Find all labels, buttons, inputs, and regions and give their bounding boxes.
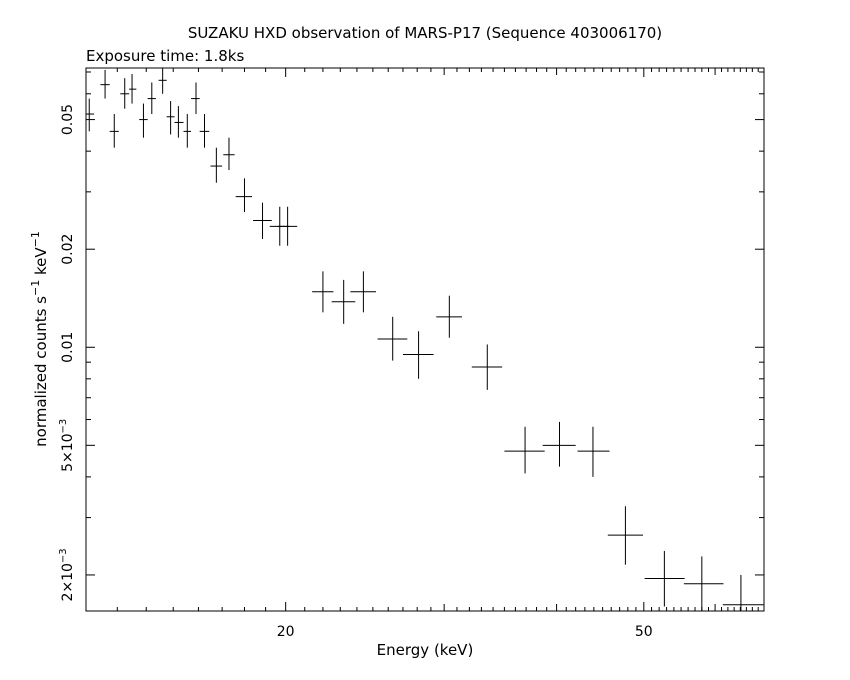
chart-title: SUZAKU HXD observation of MARS-P17 (Sequ… [188,24,662,42]
data-point [577,426,610,477]
y-tick-label: 5×10−3 [58,419,76,472]
data-point [100,69,110,99]
data-point [436,295,462,338]
y-tick-label: 2×10−3 [58,548,76,601]
data-point [644,550,685,607]
data-point [542,421,576,467]
y-axis-label-exp2: −1 [29,231,42,247]
data-point [109,114,119,148]
data-point [277,206,298,246]
y-tick-label-base: 2×10 [60,563,76,601]
chart-subtitle: Exposure time: 1.8ks [86,47,244,65]
x-axis-label: Energy (keV) [377,641,474,659]
data-point [191,82,200,115]
x-axis-ticks: 20 50 [85,68,765,640]
data-point [210,147,223,183]
data-point [402,331,434,379]
plot-frame [85,67,765,612]
data-point [504,426,545,474]
data-point [174,106,184,138]
data-point [183,114,192,148]
data-point [312,271,334,313]
y-axis-label-base: normalized counts s [32,296,50,447]
data-point [253,202,272,239]
data-point [607,506,644,565]
data-point [235,178,253,213]
data-point [471,344,503,390]
y-axis-ticks: 0.050.020.015×10−32×10−3 [58,71,764,602]
data-point [223,137,235,171]
x-tick-label: 20 [277,624,295,640]
data-points [86,68,764,611]
data-point [129,74,137,104]
y-tick-label-base: 5×10 [60,433,76,471]
data-point [377,316,408,361]
y-tick-label: 0.05 [60,104,76,135]
data-point [683,556,724,611]
data-point [139,103,148,138]
data-point [158,68,167,94]
y-tick-label-exp: −3 [58,548,69,563]
y-axis-label-mid: keV [32,247,50,280]
y-tick-label: 0.02 [60,234,76,265]
data-point [86,98,95,132]
data-point [722,574,764,611]
y-tick-label: 0.01 [60,332,76,363]
data-point [147,82,156,115]
data-point [350,271,376,313]
data-point [199,114,210,148]
y-axis-label: normalized counts s−1 keV−1 [29,231,50,447]
data-point [331,279,356,324]
y-axis-label-exp1: −1 [29,280,42,296]
x-tick-label: 50 [635,624,653,640]
data-point [166,101,175,135]
y-tick-label-exp: −3 [58,419,69,434]
data-point [120,78,130,109]
